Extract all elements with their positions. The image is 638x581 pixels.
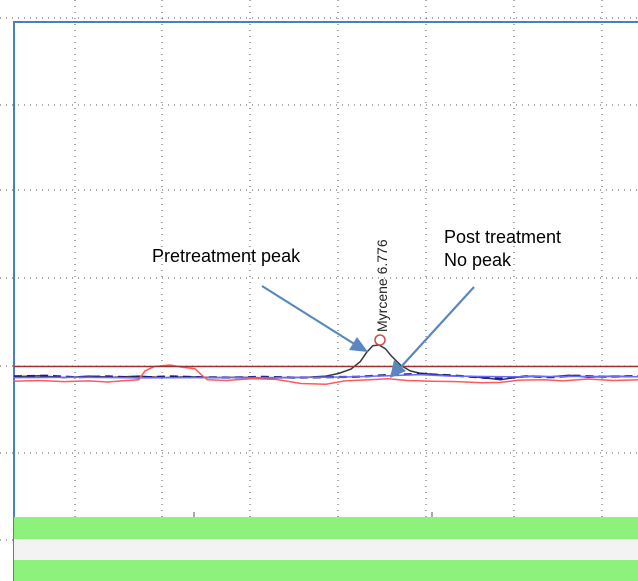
gray-band xyxy=(14,539,638,560)
series-line xyxy=(13,344,638,381)
annotation-no-peak: No peak xyxy=(444,250,512,270)
peak-label: Myrcene 6.776 xyxy=(374,239,390,332)
annotation-post-treatment: Post treatment xyxy=(444,227,561,247)
green-band-top xyxy=(14,517,638,539)
annotation-pretreatment: Pretreatment peak xyxy=(152,246,301,266)
series-line xyxy=(13,373,638,379)
series-line xyxy=(13,364,638,385)
plot-frame xyxy=(13,21,638,581)
series-layer xyxy=(13,344,638,385)
peak-marker xyxy=(374,334,386,346)
arrow-post-treatment xyxy=(390,286,475,378)
arrow-pretreatment xyxy=(261,285,368,352)
green-band-bottom xyxy=(14,560,638,581)
